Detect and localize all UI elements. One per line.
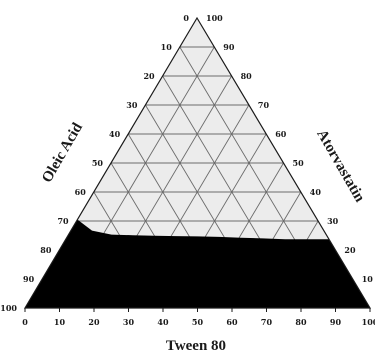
bottom-tick-label: 60 <box>226 317 238 327</box>
left-tick-label: 70 <box>57 216 69 226</box>
left-tick-label: 30 <box>126 100 138 110</box>
left-tick-label: 40 <box>109 129 121 139</box>
left-tick-label: 10 <box>161 42 173 52</box>
bottom-axis-label: Tween 80 <box>166 338 226 354</box>
filled-region <box>25 219 370 308</box>
bottom-tick-label: 20 <box>88 317 100 327</box>
right-tick-label: 70 <box>258 100 270 110</box>
bottom-tick-label: 100 <box>362 317 375 327</box>
left-tick-label: 60 <box>75 187 87 197</box>
bottom-tick-label: 50 <box>192 317 204 327</box>
left-tick-label: 100 <box>0 303 17 313</box>
right-tick-label: 50 <box>293 158 305 168</box>
bottom-tick-label: 10 <box>54 317 66 327</box>
left-tick-label: 80 <box>40 245 52 255</box>
left-axis-ticks: 0 10 20 30 40 50 60 70 80 90 100 <box>0 13 189 313</box>
bottom-tick-label: 30 <box>123 317 135 327</box>
right-tick-label: 80 <box>241 71 253 81</box>
bottom-axis-tick-marks <box>24 308 371 312</box>
right-tick-label: 40 <box>310 187 322 197</box>
bottom-tick-label: 70 <box>261 317 273 327</box>
right-axis-label: Atorvastatin <box>313 127 368 206</box>
right-tick-label: 30 <box>327 216 339 226</box>
right-tick-label: 90 <box>223 42 235 52</box>
right-tick-label: 60 <box>275 129 287 139</box>
left-tick-label: 50 <box>92 158 104 168</box>
right-tick-label: 20 <box>344 245 356 255</box>
bottom-tick-label: 90 <box>330 317 342 327</box>
left-axis-label: Oleic Acid <box>39 120 86 186</box>
right-axis-ticks: 100 90 80 70 60 50 40 30 20 10 <box>206 13 373 284</box>
left-tick-label: 20 <box>143 71 155 81</box>
bottom-tick-label: 40 <box>157 317 169 327</box>
bottom-tick-label: 0 <box>22 317 28 327</box>
left-tick-label: 0 <box>183 13 189 23</box>
left-tick-label: 90 <box>23 274 35 284</box>
right-tick-label: 100 <box>206 13 223 23</box>
bottom-axis-ticks: 0 10 20 30 40 50 60 70 80 90 100 <box>22 317 375 327</box>
right-tick-label: 10 <box>362 274 374 284</box>
bottom-tick-label: 80 <box>295 317 307 327</box>
